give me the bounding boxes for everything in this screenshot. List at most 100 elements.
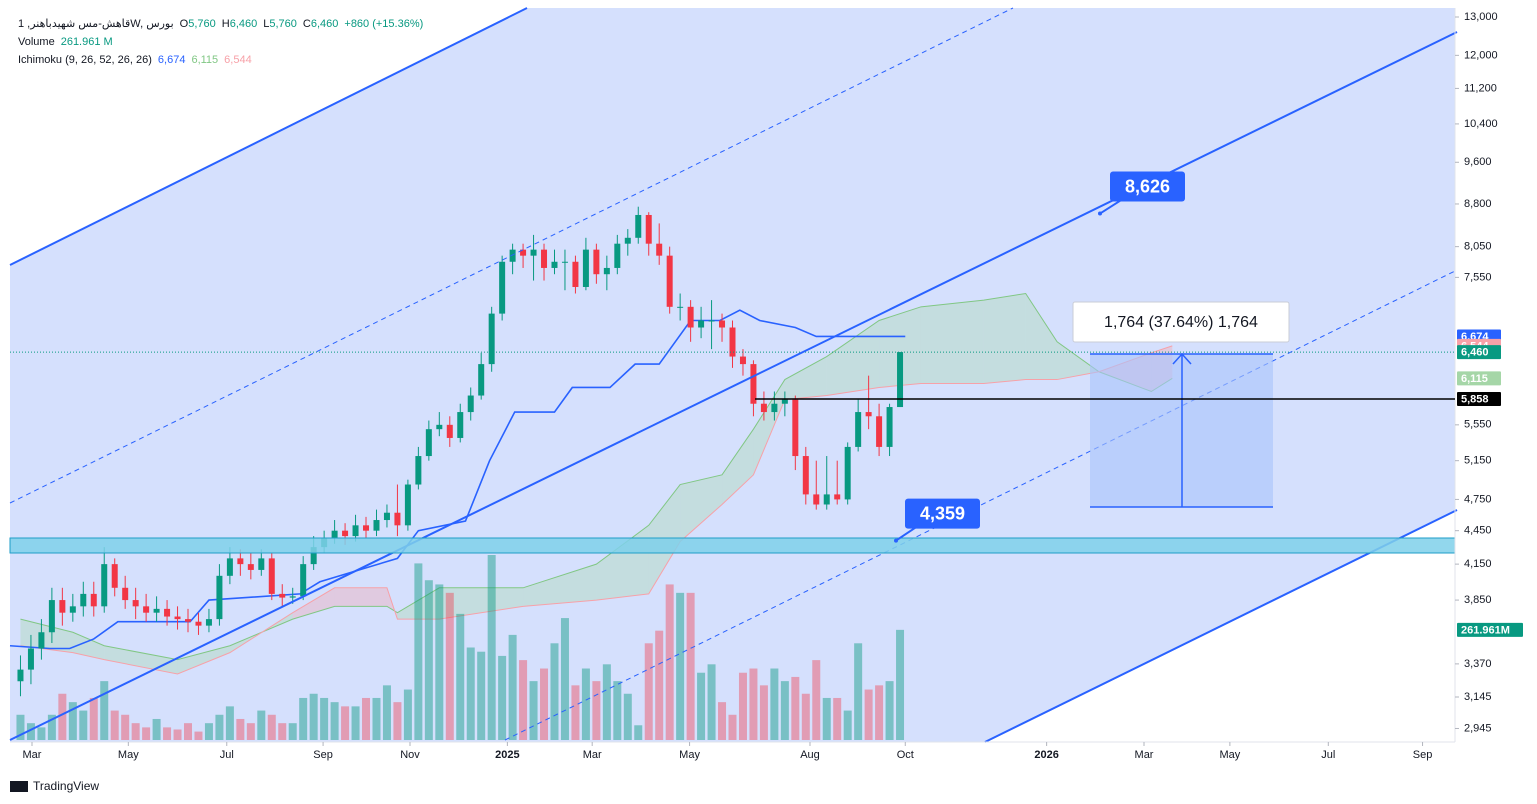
candle-body (258, 558, 265, 570)
cloud-fill (20, 619, 73, 653)
measure-label-box (1072, 301, 1290, 343)
legend-item: قاهش-مس شهیدباهنر, 1W, بورس (18, 18, 174, 30)
candle-body (499, 261, 506, 314)
candle-body (886, 407, 893, 447)
candle-body (823, 494, 830, 505)
candle-body (80, 593, 87, 607)
legend-item: C (303, 18, 311, 30)
volume-bar (749, 668, 758, 740)
cloud-fill (826, 320, 880, 396)
volume-bar (309, 693, 318, 740)
volume-bar (843, 710, 852, 740)
x-tick-label: Sep (1413, 749, 1433, 761)
candle-body (467, 395, 474, 413)
candle-body (27, 648, 34, 670)
volume-bar (644, 643, 653, 740)
candle-body (729, 327, 736, 357)
volume-bar (299, 697, 308, 740)
candle-body (17, 669, 24, 682)
volume-bar (833, 697, 842, 740)
support-zone (9, 537, 1456, 554)
candle-body (582, 249, 589, 287)
callout-pointer (1099, 198, 1123, 215)
cloud-fill (72, 632, 105, 660)
candle-body (300, 564, 307, 597)
legend-item: 6,115 (191, 54, 218, 66)
candle-body (216, 575, 223, 620)
overlay: قاهش-مس شهیدباهنر, 1W, بورس O5,760 H6,460 L… (18, 11, 1523, 761)
volume-bar (414, 563, 423, 740)
x-tick-label: Jul (1321, 749, 1335, 761)
candle-body (38, 632, 45, 649)
volume-bar (759, 685, 768, 740)
volume-bar (257, 710, 266, 740)
volume-label-box (1457, 622, 1523, 637)
legend-item: +860 (+15.36%) (344, 18, 423, 30)
volume-bar (822, 697, 831, 740)
channel-fill (10, 8, 1455, 742)
candle-body (122, 587, 129, 601)
candle-body (446, 424, 453, 438)
candle-body (279, 593, 286, 598)
candle-body (614, 243, 621, 268)
cloud-fill (334, 587, 387, 607)
y-tick-label: 12,000 (1464, 49, 1498, 61)
cloud-fill (292, 587, 335, 620)
candle-body (247, 564, 254, 570)
volume-bar (362, 697, 371, 740)
y-tick-label: 3,370 (1464, 658, 1492, 670)
legend-item: 6,674 (158, 54, 186, 66)
volume-bar (477, 651, 486, 740)
candle-body (174, 616, 181, 620)
x-tick-label: Aug (800, 749, 820, 761)
x-tick-label: May (679, 749, 700, 761)
candle-body (708, 320, 715, 322)
candle-body (342, 530, 349, 537)
volume-bar (487, 555, 496, 740)
y-tick-label: 4,450 (1464, 525, 1492, 537)
volume-bar (37, 727, 46, 740)
candle-body (719, 320, 726, 328)
y-tick-label: 4,750 (1464, 493, 1492, 505)
volume-bar (372, 697, 381, 740)
channel-middle (9, 31, 1458, 741)
volume-bar (801, 693, 810, 740)
volume-bar (529, 681, 538, 740)
candle-body (561, 261, 568, 263)
x-tick-label: Mar (1135, 749, 1154, 761)
candle-body (331, 530, 338, 539)
candle-body (132, 600, 139, 607)
candle-body (363, 525, 370, 531)
volume-bar (26, 723, 35, 740)
candle-body (656, 243, 663, 256)
cloud-span-a (20, 292, 1173, 661)
volume-bar (456, 613, 465, 740)
volume-bar (246, 723, 255, 740)
volume-bar (152, 718, 161, 740)
x-tick-label: May (1219, 749, 1240, 761)
candle-body (593, 249, 600, 275)
volume-bar (163, 727, 172, 740)
y-tick-label: 10,400 (1464, 118, 1498, 130)
volume-bar (686, 592, 695, 740)
channel-upper (9, 7, 528, 266)
volume-bar (602, 664, 611, 740)
cloud-fill (680, 474, 723, 542)
legend-item: Ichimoku (9, 26, 52, 26, 26) (18, 54, 152, 66)
volume-bar (875, 685, 884, 740)
volume-bar (58, 693, 67, 740)
volume-bar (142, 727, 151, 740)
candle-body (666, 255, 673, 307)
candle-body (635, 214, 642, 238)
legend-item: 6,460 (230, 18, 258, 30)
volume-bar (100, 681, 109, 740)
candle-body (760, 403, 767, 413)
volume-bar (864, 689, 873, 740)
cloud-fill (439, 587, 524, 620)
cloud-fill (397, 587, 440, 620)
volume-bar (351, 706, 360, 740)
legend-item: 5,760 (188, 18, 216, 30)
candle-body (488, 313, 495, 365)
volume-bar (330, 702, 339, 740)
